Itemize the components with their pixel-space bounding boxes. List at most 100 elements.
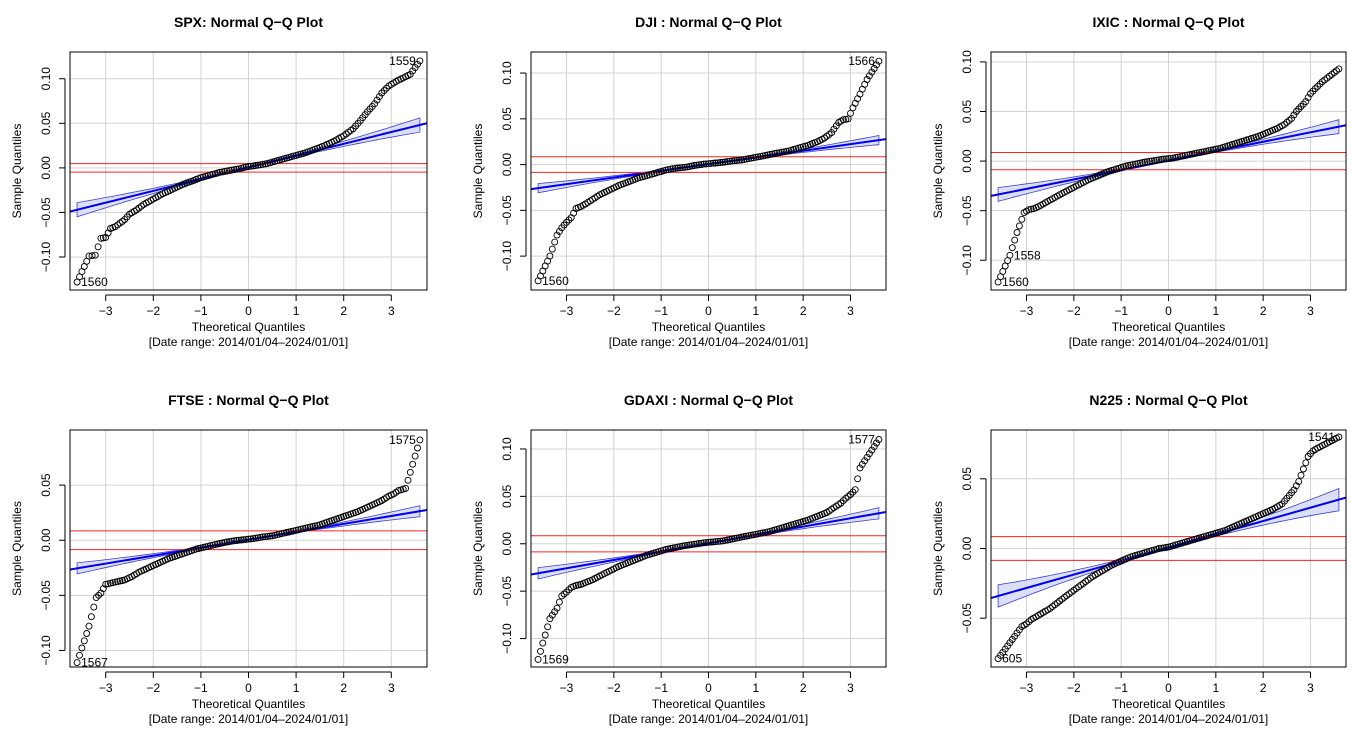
data-point <box>90 603 98 611</box>
data-point <box>669 165 677 173</box>
plot-border <box>69 429 428 668</box>
data-point <box>759 152 767 160</box>
x-tick-label: 2 <box>1260 304 1267 318</box>
data-point <box>693 161 701 169</box>
data-point <box>854 475 862 483</box>
x-tick-label: 1 <box>293 304 300 318</box>
data-point <box>681 542 689 550</box>
y-tick-label: 0.00 <box>39 156 53 180</box>
data-point <box>695 540 703 547</box>
data-point <box>371 100 379 108</box>
data-point <box>679 542 686 550</box>
data-point <box>546 252 554 260</box>
data-point <box>707 159 715 167</box>
data-point <box>1155 545 1163 552</box>
data-point <box>261 533 269 541</box>
data-point <box>752 530 760 538</box>
data-point <box>754 530 762 538</box>
data-point <box>1124 162 1132 169</box>
date-range-subtitle: [Date range: 2014/01/04–2024/01/01] <box>149 712 349 726</box>
data-point <box>1011 236 1019 244</box>
data-point <box>259 533 267 541</box>
outlier-label: 1560 <box>81 275 108 289</box>
chart-title: SPX: Normal Q−Q Plot <box>174 14 323 30</box>
outlier-label: 1560 <box>1002 275 1029 289</box>
data-point <box>752 153 760 161</box>
data-point <box>716 159 724 166</box>
data-point <box>1297 471 1305 479</box>
data-point <box>252 162 260 169</box>
data-point <box>747 154 755 162</box>
data-point <box>565 586 573 594</box>
y-axis-label: Sample Quantiles <box>471 501 485 596</box>
data-point <box>1205 147 1213 155</box>
data-point <box>1172 154 1180 162</box>
data-point <box>731 535 738 542</box>
x-tick-label: 1 <box>1212 304 1219 318</box>
data-point <box>847 109 854 117</box>
data-point <box>721 158 729 166</box>
data-point <box>868 68 876 76</box>
data-point <box>707 538 715 546</box>
data-point <box>414 444 421 452</box>
data-point <box>254 161 262 169</box>
data-point <box>1214 145 1222 153</box>
y-tick-label: 0.00 <box>960 536 974 560</box>
data-point <box>679 164 686 172</box>
data-point <box>574 581 582 589</box>
chart-title: GDAXI : Normal Q−Q Plot <box>624 392 794 408</box>
data-point <box>406 70 414 78</box>
data-point <box>534 655 542 663</box>
data-point <box>1200 148 1208 156</box>
data-point <box>254 534 262 542</box>
data-point <box>537 647 544 655</box>
x-axis-label: Theoretical Quantiles <box>1112 320 1225 334</box>
x-tick-label: −1 <box>654 304 668 318</box>
data-point <box>705 160 712 168</box>
data-point <box>712 538 720 546</box>
data-point <box>233 537 241 544</box>
data-point <box>858 460 866 468</box>
y-tick-label: 0.10 <box>960 50 974 74</box>
data-point <box>1323 74 1331 82</box>
data-point <box>686 162 694 170</box>
data-point <box>233 165 241 173</box>
data-point <box>95 591 103 599</box>
data-point <box>555 227 563 235</box>
data-point <box>716 537 724 545</box>
data-point <box>863 76 871 83</box>
data-point <box>856 464 864 472</box>
data-point <box>1160 155 1168 163</box>
data-point <box>1136 159 1144 167</box>
x-tick-label: 0 <box>705 681 712 695</box>
x-tick-label: −2 <box>1067 304 1081 318</box>
x-tick-label: 3 <box>847 681 854 695</box>
data-point <box>1160 544 1168 552</box>
x-tick-label: 0 <box>245 681 252 695</box>
data-point <box>697 539 705 547</box>
data-point <box>409 460 417 468</box>
x-axis-label: Theoretical Quantiles <box>192 697 305 711</box>
data-point <box>116 577 124 585</box>
data-point <box>1075 583 1083 591</box>
plot-area <box>991 430 1346 667</box>
x-tick-label: −3 <box>99 304 113 318</box>
data-point <box>830 125 838 133</box>
data-point <box>1207 146 1215 154</box>
data-point <box>761 528 769 536</box>
data-point <box>91 251 99 259</box>
data-point <box>1155 156 1163 164</box>
plot-area <box>991 52 1346 290</box>
y-tick-label: −0.05 <box>500 576 514 607</box>
x-tick-label: −3 <box>1020 304 1034 318</box>
outlier-label: 605 <box>1002 652 1022 666</box>
data-point <box>264 532 271 540</box>
data-point <box>844 115 852 123</box>
chart-title: FTSE : Normal Q−Q Plot <box>168 392 329 408</box>
data-point <box>1198 148 1206 156</box>
y-tick-label: 0.00 <box>39 528 53 552</box>
y-tick-label: 0.05 <box>960 467 974 491</box>
data-point <box>690 162 698 169</box>
data-point <box>776 149 783 157</box>
data-point <box>1330 69 1338 76</box>
